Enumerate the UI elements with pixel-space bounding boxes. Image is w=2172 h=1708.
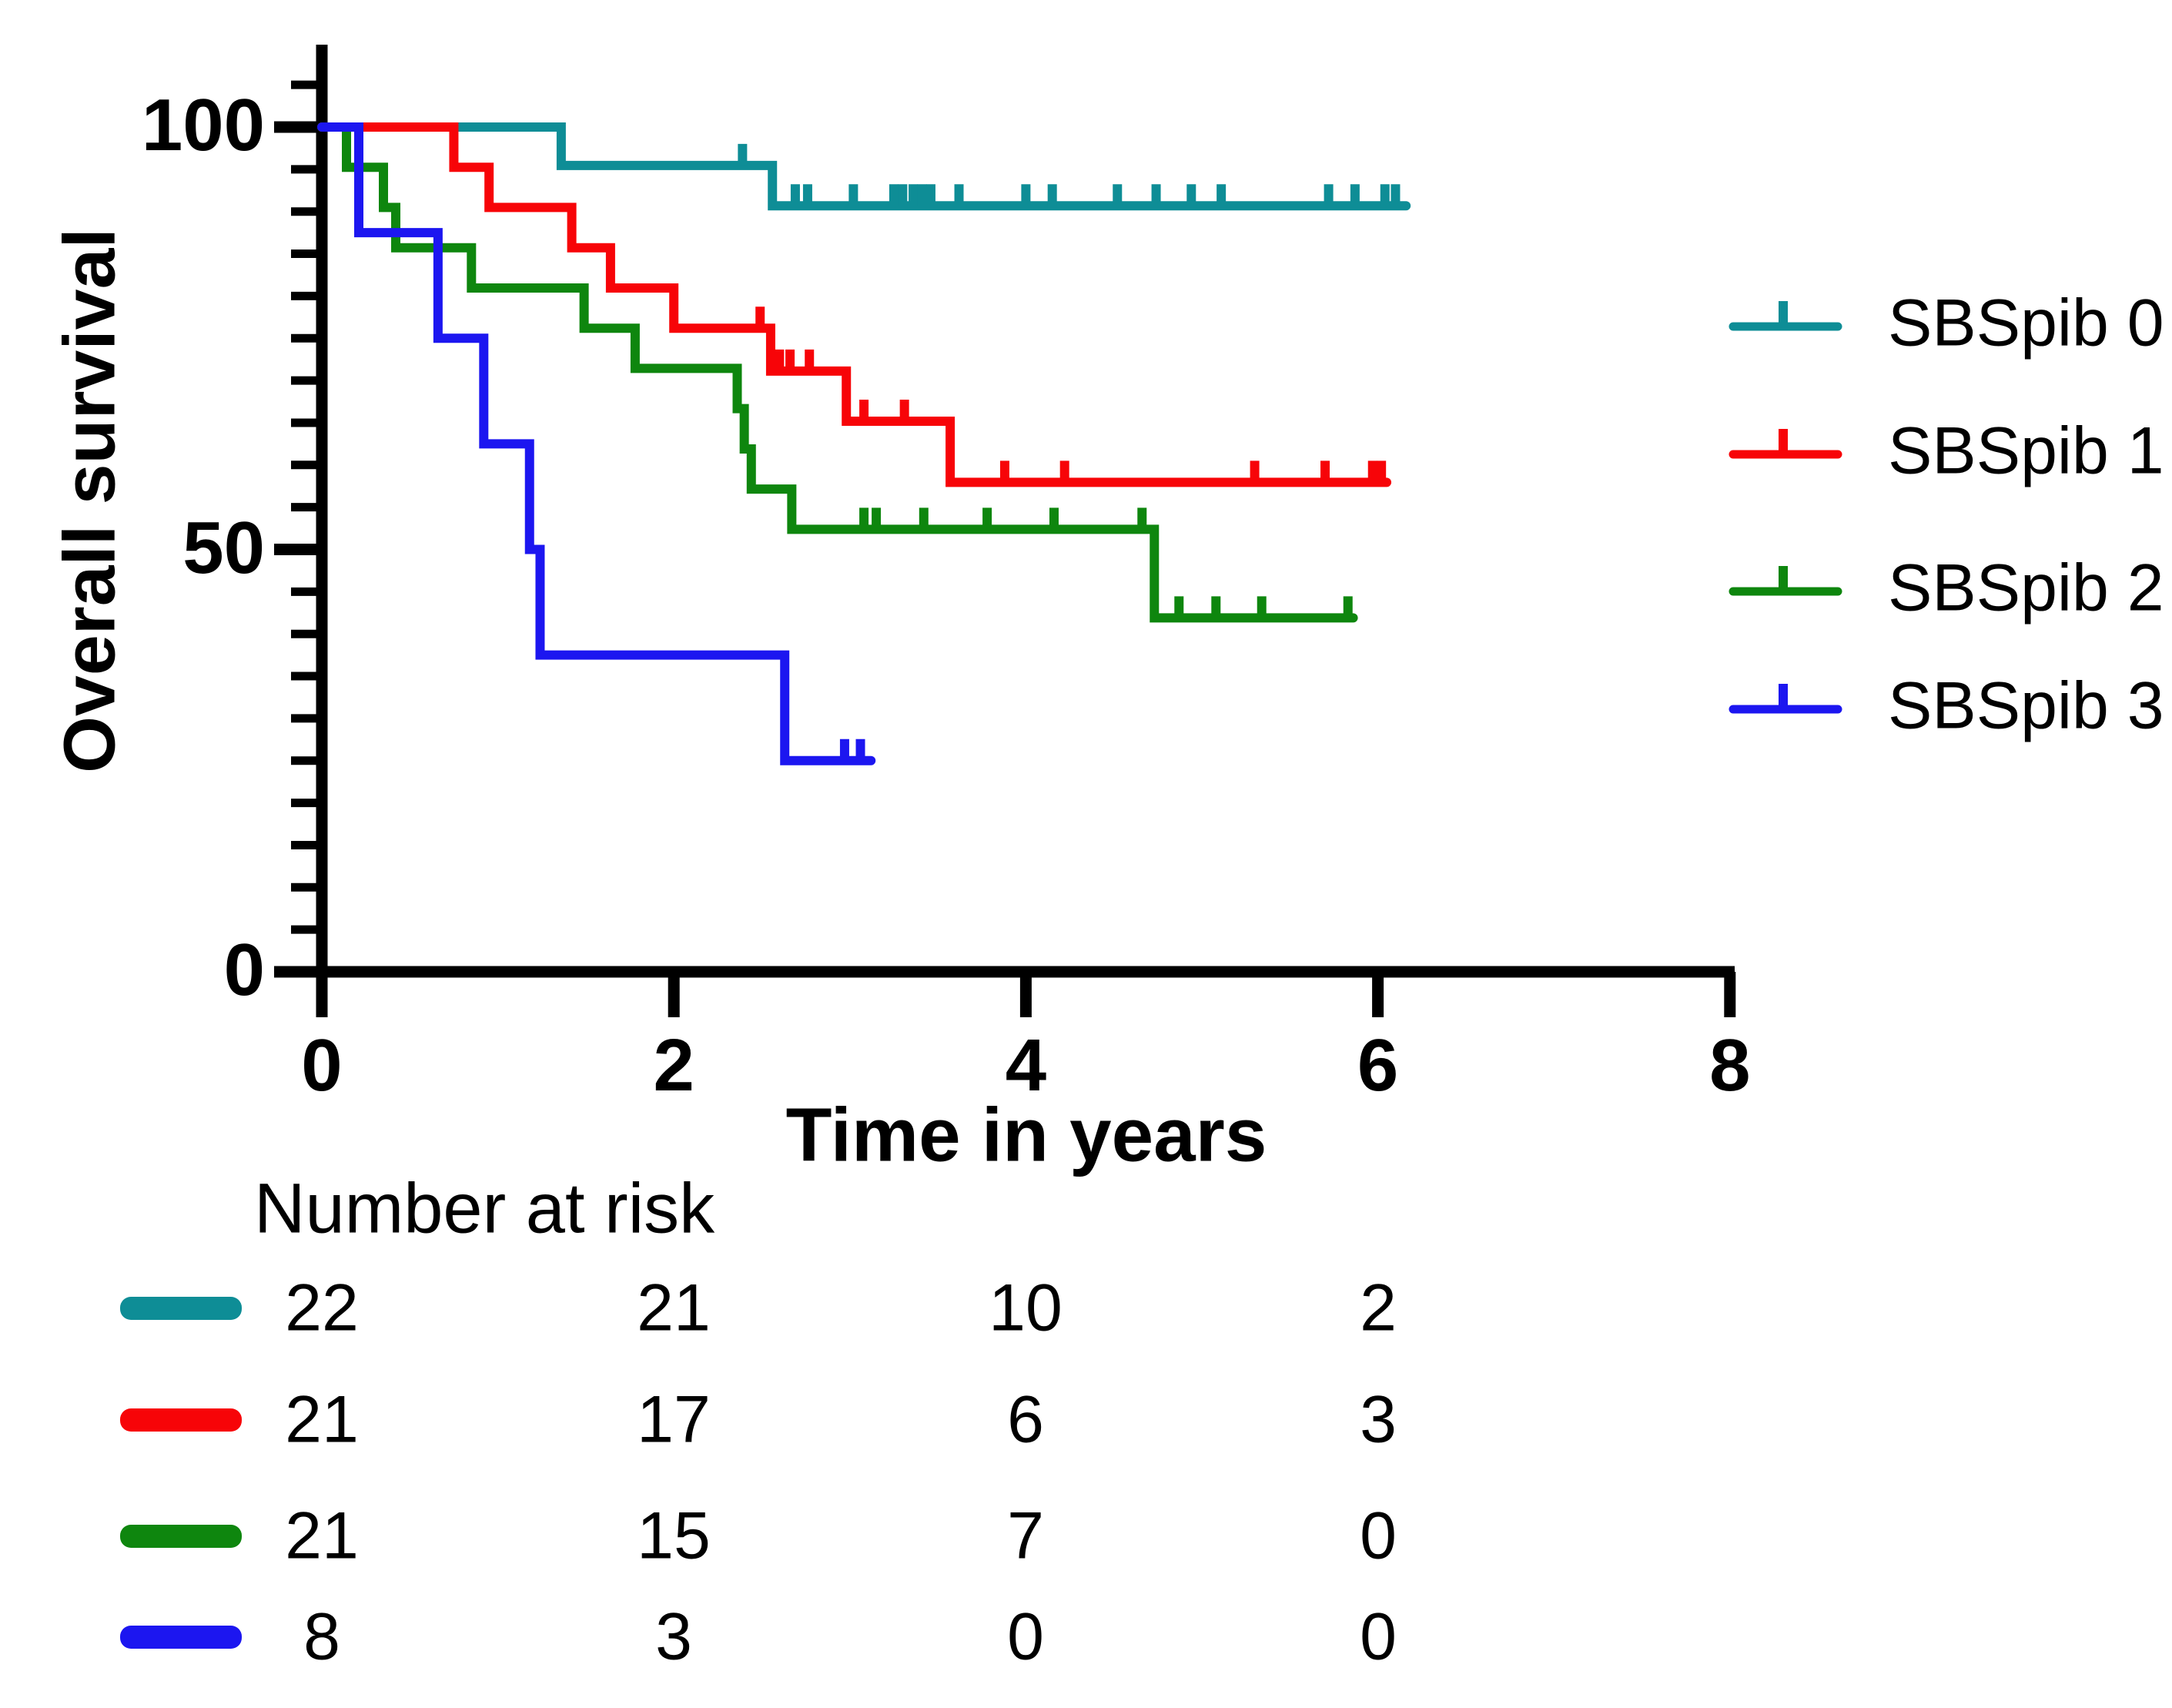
risk-value-3-0: 8 [303,1599,340,1674]
risk-value-0-1: 21 [637,1271,711,1345]
risk-value-1-0: 21 [285,1382,359,1457]
y-tick-label-0: 0 [223,928,265,1011]
y-axis-title: Overall survival [49,228,131,773]
risk-value-2-1: 15 [637,1499,711,1573]
risk-value-0-2: 10 [989,1271,1063,1345]
x-tick-label-8: 8 [1709,1024,1751,1107]
risk-value-2-0: 21 [285,1499,359,1573]
x-tick-label-2: 2 [653,1024,694,1107]
survival-curve-sbspib-2 [317,122,1358,623]
survival-curve-sbspib-0 [317,122,1411,211]
risk-value-1-2: 6 [1007,1382,1044,1457]
risk-row-swatch-2 [120,1525,242,1548]
risk-row-swatch-0 [120,1297,242,1320]
legend-label-sbspib-1: SBSpib 1 [1888,414,2164,488]
x-tick-label-0: 0 [301,1024,343,1107]
risk-value-3-3: 0 [1360,1599,1397,1674]
legend-label-sbspib-2: SBSpib 2 [1888,551,2164,625]
x-axis-title: Time in years [785,1092,1267,1177]
legend-label-sbspib-0: SBSpib 0 [1888,286,2164,360]
risk-value-3-1: 3 [655,1599,692,1674]
x-tick-label-6: 6 [1357,1024,1399,1107]
survival-curve-sbspib-3 [317,122,876,765]
y-tick-label-50: 50 [182,506,265,589]
risk-row-swatch-1 [120,1408,242,1432]
risk-value-1-3: 3 [1360,1382,1397,1457]
risk-value-3-2: 0 [1007,1599,1044,1674]
legend-label-sbspib-3: SBSpib 3 [1888,668,2164,743]
risk-row-swatch-3 [120,1626,242,1649]
risk-value-2-2: 7 [1007,1499,1044,1573]
risk-value-0-0: 22 [285,1271,359,1345]
risk-table-title: Number at risk [254,1169,715,1248]
risk-value-2-3: 0 [1360,1499,1397,1573]
y-tick-label-100: 100 [141,83,265,166]
risk-value-0-3: 2 [1360,1271,1397,1345]
risk-value-1-1: 17 [637,1382,711,1457]
x-tick-label-4: 4 [1005,1024,1047,1107]
